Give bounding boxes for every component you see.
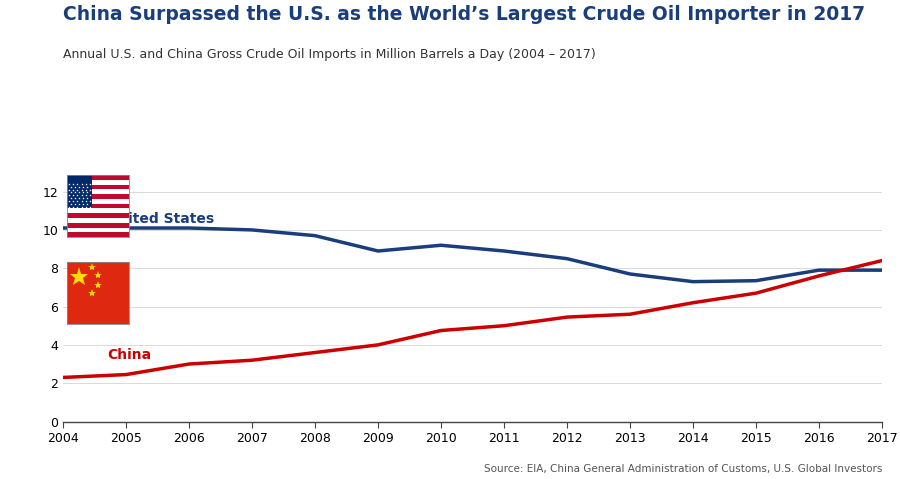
Text: United States: United States: [107, 212, 214, 227]
Text: China: China: [107, 348, 151, 363]
Text: Source: EIA, China General Administration of Customs, U.S. Global Investors: Source: EIA, China General Administratio…: [483, 464, 882, 474]
Text: China Surpassed the U.S. as the World’s Largest Crude Oil Importer in 2017: China Surpassed the U.S. as the World’s …: [63, 5, 865, 24]
Text: Annual U.S. and China Gross Crude Oil Imports in Million Barrels a Day (2004 – 2: Annual U.S. and China Gross Crude Oil Im…: [63, 48, 596, 61]
